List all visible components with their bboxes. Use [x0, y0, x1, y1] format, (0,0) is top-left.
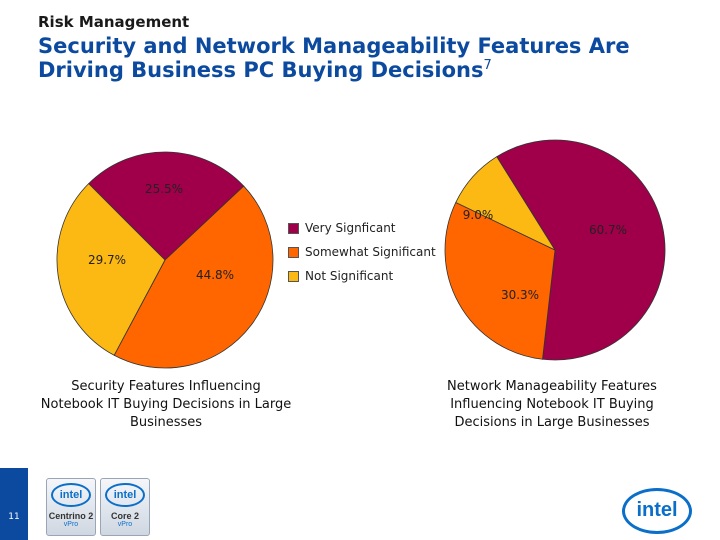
- legend-item-somewhat-significant: Somewhat Significant: [288, 240, 436, 264]
- pie-1-slice-3: [56, 183, 166, 356]
- pie-2-slice-2: [444, 201, 556, 360]
- slide-title: Security and Network Manageability Featu…: [38, 34, 698, 82]
- legend-swatch: [288, 246, 299, 258]
- chart-2-caption: Network Manageability Features Influenci…: [447, 379, 657, 430]
- pie-2-label-1: 60.7%: [589, 223, 627, 237]
- intel-badge-logo: intel: [51, 483, 91, 507]
- intel-badge-logo: intel: [105, 483, 145, 507]
- pie-2-label-2: 30.3%: [501, 288, 539, 302]
- pie-2-label-3: 9.0%: [463, 208, 494, 222]
- chart-1-caption: Security Features Influencing Notebook I…: [40, 379, 292, 430]
- pie-2-slice-3: [455, 156, 557, 251]
- legend-swatch: [288, 270, 299, 282]
- pie-2-slice-1: [496, 139, 666, 361]
- legend: Very Signficant Somewhat Significant Not…: [288, 216, 436, 288]
- legend-swatch: [288, 222, 299, 234]
- centrino-badge: intel Centrino 2 vPro: [46, 478, 96, 536]
- badge-name: Centrino 2: [48, 511, 94, 521]
- legend-label: Not Significant: [305, 269, 394, 283]
- legend-item-not-significant: Not Significant: [288, 264, 436, 288]
- slide-title-text: Security and Network Manageability Featu…: [38, 34, 630, 82]
- badge-sub: vPro: [117, 521, 133, 528]
- pie-1-slice-2: [113, 185, 274, 369]
- section-label: Risk Management: [38, 13, 190, 31]
- pie-1-label-1: 25.5%: [145, 182, 183, 196]
- legend-label: Somewhat Significant: [305, 245, 436, 259]
- footer-bar: [0, 468, 28, 540]
- legend-label: Very Signficant: [305, 221, 396, 235]
- legend-item-very-significant: Very Signficant: [288, 216, 436, 240]
- pie-1-slice-1: [88, 151, 245, 261]
- pie-1-label-3: 29.7%: [88, 253, 126, 267]
- footnote-ref: 7: [483, 58, 492, 73]
- page-number: 11: [8, 512, 20, 522]
- pie-1-label-2: 44.8%: [196, 268, 234, 282]
- core2-badge: intel Core 2 vPro: [100, 478, 150, 536]
- intel-logo: intel: [622, 488, 692, 534]
- badge-name: Core 2: [110, 511, 139, 521]
- badge-sub: vPro: [63, 521, 79, 528]
